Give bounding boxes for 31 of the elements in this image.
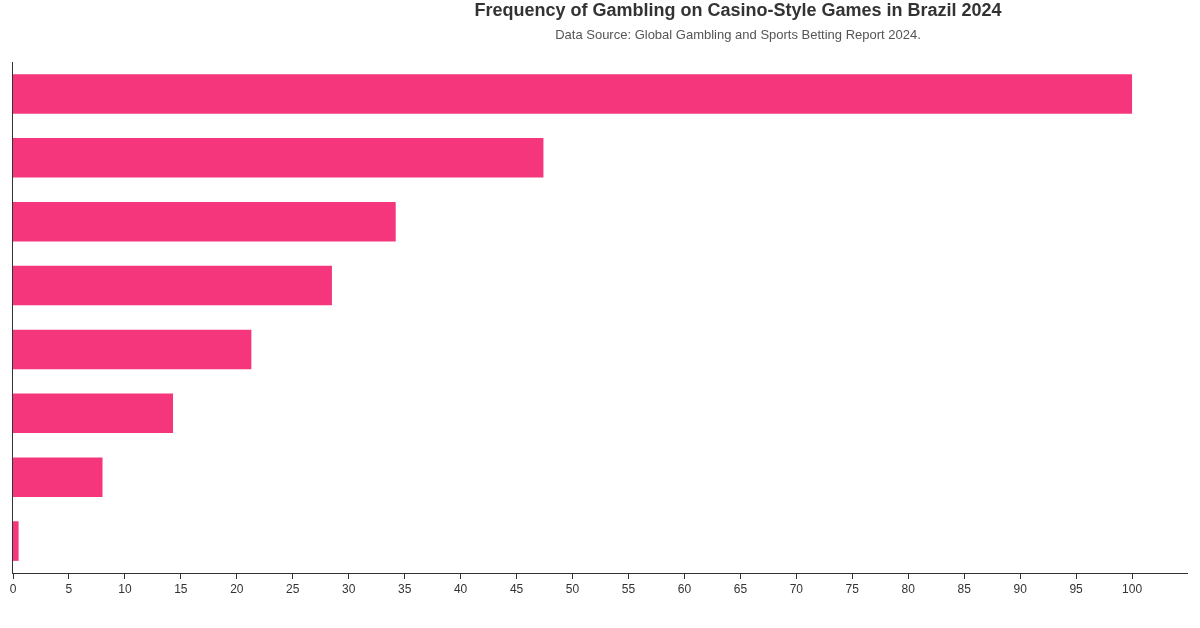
bar (13, 521, 19, 561)
chart-title: Frequency of Gambling on Casino-Style Games in Brazil 2024 (474, 0, 1002, 20)
bar (13, 329, 252, 370)
x-tick-label: 0 (9, 582, 17, 597)
x-tick-label: 85 (957, 582, 972, 597)
x-tick-label: 75 (845, 582, 860, 597)
x-tick-label: 70 (789, 582, 804, 597)
x-tick-label: 65 (733, 582, 748, 597)
x-tick-label: 55 (621, 582, 636, 597)
bar (13, 201, 396, 242)
x-tick-label: 30 (342, 582, 356, 597)
bar (13, 457, 103, 497)
x-tick-label: 45 (509, 582, 524, 597)
x-tick-label: 35 (397, 582, 412, 597)
x-tick-label: 95 (1069, 582, 1084, 597)
x-tick-label: 5 (65, 582, 73, 597)
x-tick-label: 80 (901, 582, 916, 597)
bar (13, 138, 544, 178)
x-tick-label: 20 (230, 582, 244, 597)
x-tick-label: 100 (1122, 582, 1143, 597)
x-tick-label: 25 (286, 582, 300, 597)
x-tick-label: 50 (565, 582, 580, 597)
x-tick-label: 40 (453, 582, 468, 597)
x-tick-label: 10 (118, 582, 132, 597)
x-tick-label: 60 (677, 582, 692, 597)
x-tick-label: 15 (174, 582, 188, 597)
chart-subtitle: Data Source: Global Gambling and Sports Betting Report 2024. (555, 27, 921, 43)
bar (13, 74, 1133, 114)
bar (13, 265, 332, 306)
x-tick-label: 90 (1013, 582, 1028, 597)
bar (13, 393, 174, 434)
